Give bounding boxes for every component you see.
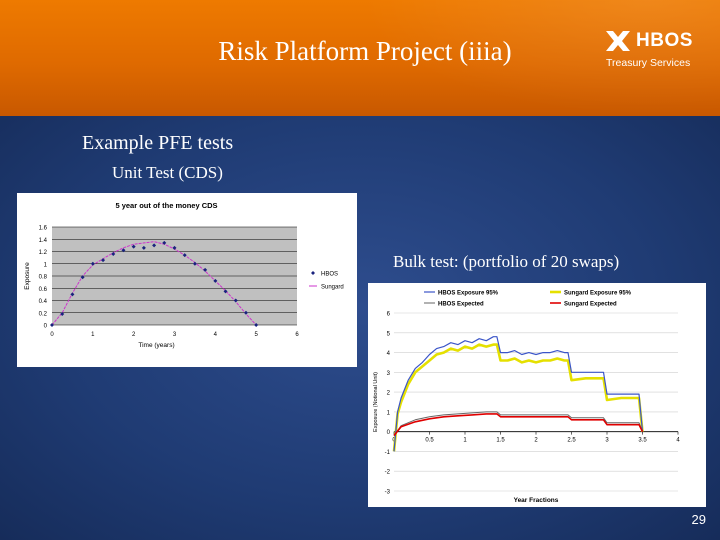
data-point-hbos (233, 298, 238, 303)
bulk-test-chart: -3 -2 -1 0 1 2 3 4 5 6 0 0.5 1 1.5 2 2.5 3 3.5 4 Year Fract… (368, 283, 706, 507)
y-tick-label: 1.2 (39, 250, 48, 256)
legend-label: Sungard Expected (564, 302, 617, 308)
x-tick-label: 1 (463, 438, 467, 444)
data-point-hbos (60, 311, 65, 316)
x-tick-label: 0 (50, 332, 54, 338)
data-point-hbos (80, 275, 85, 280)
data-point-hbos (70, 292, 75, 297)
y-tick-label: 1.4 (39, 238, 48, 244)
y-axis-label: Exposure (Notional Unit) (373, 372, 379, 432)
x-tick-label: 0.5 (425, 438, 434, 444)
legend-marker-hbos (311, 271, 315, 275)
y-tick-label: 5 (387, 331, 391, 337)
y-tick-label: 0.8 (39, 275, 48, 281)
data-point-hbos (254, 323, 259, 327)
logo-name: HBOS (636, 30, 693, 51)
chart-title: 5 year out of the money CDS (115, 201, 217, 210)
hbos-logo: HBOS Treasury Services (604, 28, 714, 72)
x-axis-label: Year Fractions (514, 497, 559, 504)
y-tick-label: 0 (387, 430, 391, 436)
y-tick-label: 1 (44, 262, 48, 268)
unit-test-chart-svg: 0 0.2 0.4 0.6 0.8 1 1.2 1.4 1.6 0 1 2 3 4 5 6 5 year out… (24, 201, 344, 349)
data-point-hbos (223, 289, 228, 294)
logo-subtitle: Treasury Services (606, 57, 691, 69)
x-tick-label: 3 (605, 438, 609, 444)
data-point-hbos (192, 261, 197, 266)
x-tick-label: 1 (91, 332, 95, 338)
y-tick-label: 3 (387, 371, 391, 377)
series-line-hbos-expected (393, 411, 643, 436)
data-point-hbos (90, 261, 95, 266)
unit-test-chart: 0 0.2 0.4 0.6 0.8 1 1.2 1.4 1.6 0 1 2 3 4 5 6 5 year out… (17, 193, 357, 367)
x-tick-label: 3.5 (638, 438, 647, 444)
x-tick-label: 6 (295, 332, 299, 338)
y-tick-label: 0.6 (39, 287, 48, 293)
y-tick-label: 0.4 (39, 299, 48, 305)
y-tick-label: 0 (44, 324, 48, 330)
header-band (0, 0, 720, 116)
y-tick-label: 2 (387, 391, 391, 397)
data-point-hbos (172, 245, 177, 250)
legend-label: HBOS Exposure 95% (438, 291, 499, 297)
data-point-hbos (213, 278, 218, 283)
data-point-hbos (182, 253, 187, 258)
y-tick-label: 1 (387, 410, 391, 416)
hbos-saltire-icon (606, 31, 630, 51)
section-heading: Example PFE tests (82, 132, 234, 154)
data-point-hbos (111, 251, 116, 256)
y-tick-label: -1 (385, 450, 391, 456)
legend-label-hbos: HBOS (321, 272, 338, 278)
series-line-sungard (51, 241, 257, 326)
y-axis-label: Exposure (24, 262, 31, 290)
data-point-hbos (101, 258, 106, 263)
y-tick-label: -3 (385, 490, 391, 496)
y-tick-label: 6 (387, 312, 391, 318)
series-line-sungard-expected (393, 413, 644, 437)
data-point-hbos (50, 323, 54, 327)
x-tick-label: 4 (214, 332, 218, 338)
x-tick-label: 5 (254, 332, 258, 338)
y-tick-label: 0.2 (39, 311, 48, 317)
data-point-hbos (243, 310, 248, 315)
y-tick-label: 4 (387, 351, 391, 357)
series-line-hbos-exposure-95- (393, 336, 644, 452)
legend-label-sungard: Sungard (321, 285, 344, 291)
x-tick-label: 3 (173, 332, 177, 338)
legend-label: HBOS Expected (438, 302, 484, 308)
data-point-hbos (152, 243, 157, 248)
data-point-hbos (141, 245, 146, 250)
data-point-hbos (203, 267, 208, 272)
x-tick-label: 2 (534, 438, 538, 444)
data-point-hbos (121, 248, 126, 253)
unit-test-label: Unit Test (CDS) (112, 163, 223, 182)
y-tick-label: 1.6 (39, 226, 48, 232)
x-tick-label: 2 (132, 332, 136, 338)
x-tick-label: 2.5 (567, 438, 576, 444)
data-point-hbos (162, 240, 167, 245)
x-tick-label: 1.5 (496, 438, 505, 444)
bulk-test-label: Bulk test: (portfolio of 20 swaps) (393, 252, 620, 271)
x-tick-label: 4 (676, 438, 680, 444)
legend-label: Sungard Exposure 95% (564, 291, 632, 297)
x-axis-label: Time (years) (138, 342, 174, 349)
slide-title: Risk Platform Project (iiia) (218, 36, 512, 66)
series-line-sungard-exposure-95- (392, 343, 644, 452)
page-number: 29 (691, 512, 706, 527)
y-tick-label: -2 (385, 470, 391, 476)
data-point-hbos (131, 244, 136, 249)
